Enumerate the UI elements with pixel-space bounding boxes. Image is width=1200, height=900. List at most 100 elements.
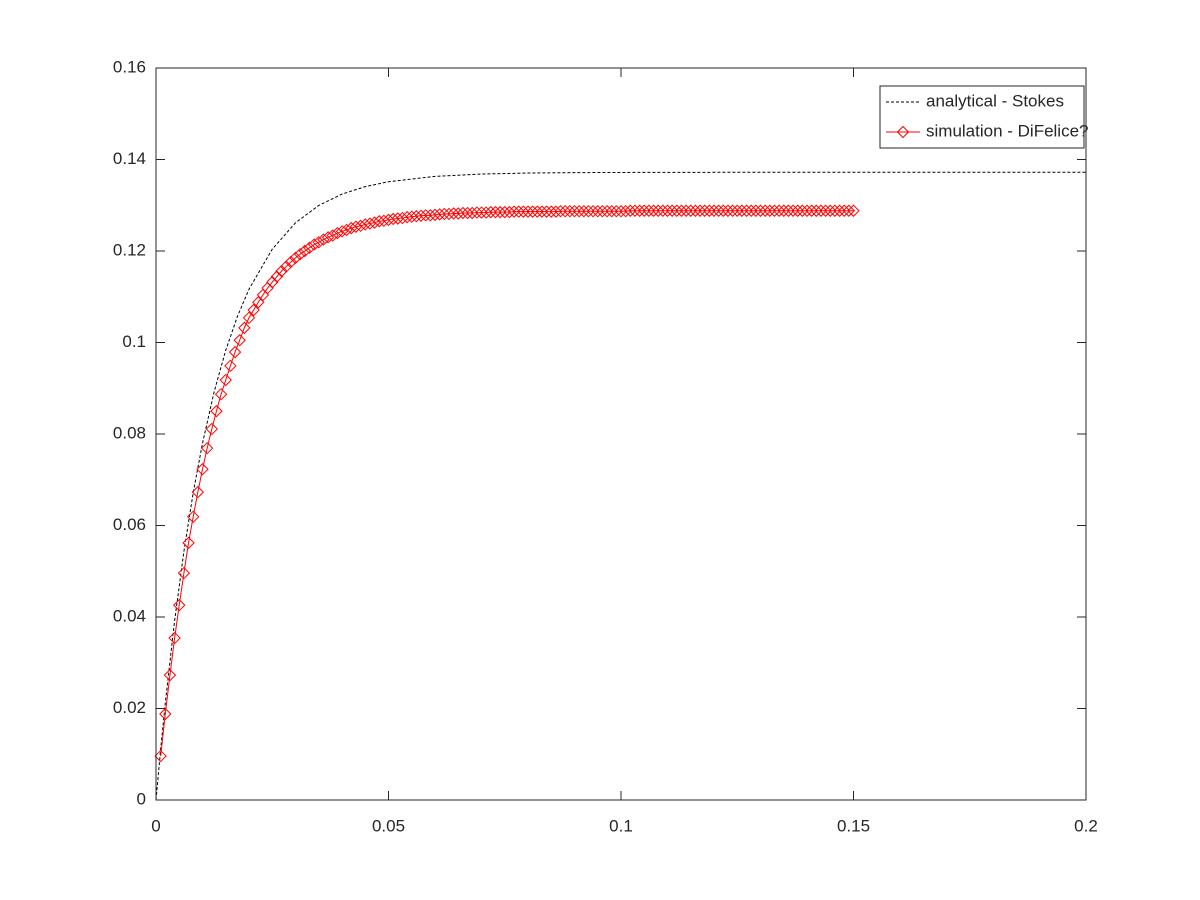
marker	[703, 204, 716, 217]
marker	[563, 204, 577, 218]
y-tick-label: 0.16	[113, 57, 146, 76]
marker	[805, 204, 818, 217]
marker	[298, 244, 312, 258]
y-tick-label: 0.12	[113, 240, 146, 259]
marker	[200, 441, 214, 455]
marker	[219, 373, 232, 387]
marker	[321, 231, 335, 244]
marker	[168, 631, 181, 645]
marker	[656, 204, 670, 217]
y-tick-label: 0.04	[113, 606, 146, 625]
marker	[837, 204, 851, 217]
x-tick-label: 0.05	[372, 816, 405, 835]
marker	[749, 204, 763, 217]
marker	[726, 204, 739, 217]
marker	[731, 204, 744, 217]
marker	[173, 598, 186, 612]
marker	[819, 204, 832, 217]
marker	[428, 208, 442, 222]
marker	[651, 204, 665, 217]
marker	[754, 204, 767, 217]
marker	[791, 204, 804, 217]
legend-box	[879, 85, 1085, 149]
marker	[326, 229, 339, 242]
marker	[414, 209, 428, 222]
marker	[503, 205, 516, 219]
marker	[400, 210, 414, 224]
marker	[758, 204, 772, 217]
marker	[647, 204, 660, 217]
marker	[684, 204, 697, 217]
marker	[628, 204, 642, 217]
marker	[410, 210, 423, 223]
marker	[293, 247, 307, 261]
marker	[493, 205, 507, 219]
marker	[796, 204, 809, 217]
marker	[693, 204, 707, 217]
marker	[177, 566, 191, 580]
marker	[424, 209, 437, 222]
marker	[568, 204, 581, 218]
marker	[744, 204, 758, 217]
marker	[842, 204, 856, 217]
marker	[526, 205, 539, 218]
marker	[833, 204, 846, 217]
marker	[154, 749, 167, 763]
x-tick-label: 0.15	[837, 816, 870, 835]
marker	[535, 205, 549, 218]
marker	[196, 463, 209, 476]
legend-marker	[896, 125, 910, 139]
marker	[600, 204, 614, 218]
x-tick-label: 0.1	[609, 816, 633, 835]
series-line	[155, 171, 1086, 801]
marker	[242, 311, 256, 325]
marker	[182, 536, 195, 550]
marker	[712, 204, 725, 217]
legend-label: analytical - Stokes	[926, 91, 1064, 110]
y-tick-label: 0.06	[113, 515, 146, 534]
marker	[498, 205, 511, 219]
y-tick-label: 0.1	[122, 332, 146, 351]
marker	[284, 255, 298, 269]
marker	[614, 204, 628, 218]
marker	[670, 204, 684, 217]
marker	[698, 204, 711, 217]
marker	[661, 204, 674, 217]
marker	[442, 207, 456, 221]
marker	[163, 668, 177, 682]
y-tick-label: 0	[137, 789, 146, 808]
marker	[810, 204, 823, 217]
marker	[740, 204, 753, 217]
marker	[540, 205, 553, 218]
marker	[507, 205, 521, 218]
marker	[605, 204, 618, 218]
marker	[847, 204, 860, 217]
marker	[633, 204, 646, 217]
marker	[238, 321, 251, 335]
x-tick-label: 0	[151, 816, 160, 835]
marker	[786, 204, 800, 217]
marker	[665, 204, 679, 217]
marker	[270, 270, 284, 283]
marker	[484, 205, 498, 219]
marker	[800, 204, 814, 217]
marker	[340, 223, 353, 237]
marker	[782, 204, 795, 217]
marker	[307, 238, 321, 251]
marker	[465, 206, 479, 220]
marker	[419, 209, 432, 222]
x-tick-label: 0.2	[1074, 816, 1098, 835]
marker	[438, 207, 451, 221]
marker	[205, 422, 219, 436]
marker	[591, 204, 604, 218]
marker	[210, 404, 223, 418]
marker	[642, 204, 656, 217]
marker	[275, 264, 288, 278]
marker	[531, 205, 544, 218]
marker	[331, 226, 344, 240]
marker	[824, 204, 837, 217]
marker	[279, 260, 293, 273]
marker	[619, 204, 632, 218]
y-tick-label: 0.02	[113, 698, 146, 717]
